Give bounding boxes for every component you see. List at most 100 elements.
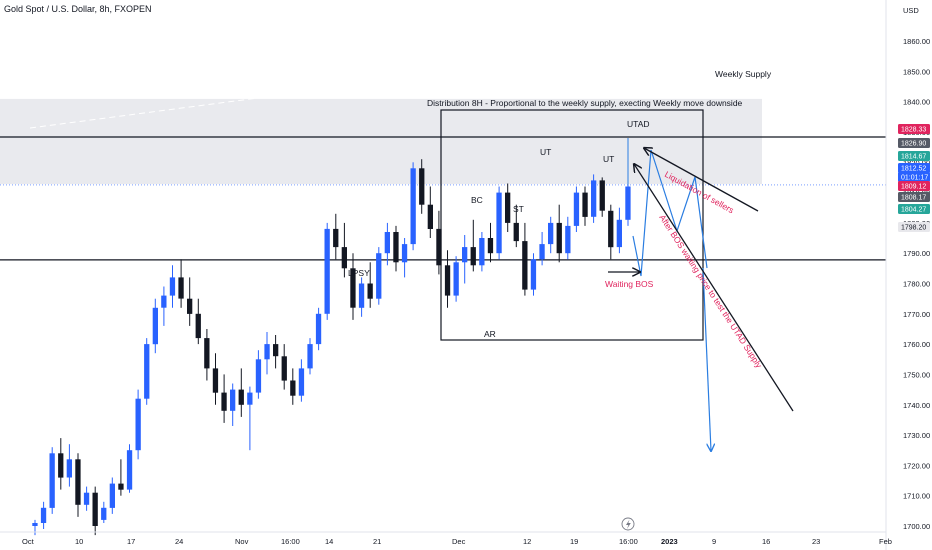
candle: [616, 207, 622, 254]
candle: [384, 222, 390, 266]
candle: [401, 238, 408, 278]
candle-body: [496, 192, 502, 254]
candle: [513, 204, 519, 248]
candle: [290, 368, 296, 405]
candle: [487, 222, 494, 263]
projection-down-arrow: [702, 267, 711, 451]
candle: [178, 259, 184, 308]
price-badge-text: 01:01:17: [901, 175, 928, 182]
candle-body: [264, 344, 270, 360]
price-badge-bg: [898, 172, 930, 182]
time-tick-label: Oct: [22, 537, 35, 546]
price-badge: 1804.27: [898, 204, 930, 214]
candle: [453, 256, 459, 302]
price-badge-text: 1808.17: [901, 195, 926, 202]
time-axis[interactable]: Oct 10 17 24 Nov 16:00 14 21 Dec 12 19 16:00 2023 9 16…: [0, 531, 892, 546]
candle: [367, 262, 373, 308]
price-axis[interactable]: USD 1860.001850.001840.001830.001820.001…: [885, 0, 930, 550]
candle-body: [75, 459, 81, 505]
price-badge-text: 1826.90: [901, 141, 926, 148]
candle-body: [307, 344, 313, 369]
price-badges: 1828.33 1826.90 1814.67 1812.52 01:01:17 1809…: [898, 124, 930, 232]
candle: [135, 389, 141, 460]
candle: [341, 222, 347, 278]
weekly-supply-zone: [0, 98, 762, 185]
time-tick-label: 16: [762, 537, 770, 546]
candle-body: [367, 283, 373, 299]
price-badge: 1808.17: [898, 192, 930, 202]
time-tick-label: 23: [812, 537, 820, 546]
candle: [376, 247, 382, 305]
candle-body: [341, 247, 347, 269]
candle: [436, 210, 442, 275]
distribution-range-box: [440, 109, 704, 341]
candle-body: [625, 186, 631, 220]
price-badge: 1814.67: [898, 151, 930, 161]
candle-body: [83, 492, 90, 505]
candle-body: [591, 180, 597, 217]
price-badge: 1826.90: [898, 138, 930, 148]
candle: [204, 329, 210, 381]
candle-body: [573, 192, 580, 226]
price-badge-text: 1798.20: [901, 225, 926, 232]
candle-body: [40, 507, 47, 523]
price-tick-label: 1820.00: [903, 158, 930, 167]
candle-body: [393, 232, 399, 263]
candle: [264, 332, 270, 375]
price-badge-bg: [898, 124, 930, 134]
candle: [83, 486, 90, 511]
candle-body: [582, 192, 588, 217]
price-tick-label: 1730.00: [903, 431, 930, 440]
price-badge-bg: [898, 181, 930, 191]
candle-body: [599, 180, 605, 211]
price-badge-text: 1814.67: [901, 154, 926, 161]
candle-body: [32, 523, 38, 526]
candle-body: [255, 359, 262, 393]
candle-body: [66, 459, 72, 478]
candle: [324, 222, 330, 320]
candle-body: [126, 450, 133, 490]
waiting-bos-label: Waiting BOS: [605, 279, 654, 289]
candles-group: [32, 159, 631, 536]
candle-body: [556, 222, 562, 254]
candle: [152, 298, 158, 354]
candle: [126, 444, 133, 493]
candle-body: [169, 277, 176, 296]
candle-body: [247, 392, 253, 405]
candle: [358, 277, 365, 317]
candle-body: [479, 238, 485, 266]
candle: [255, 350, 262, 399]
candle: [92, 486, 98, 536]
candle: [75, 453, 81, 517]
candle-body: [419, 168, 425, 205]
candle-body: [565, 225, 571, 254]
after-bos-arrow: [634, 164, 794, 412]
price-badge-text: 1809.12: [901, 184, 926, 191]
time-tick-label: Dec: [452, 537, 466, 546]
candle: [539, 232, 545, 266]
lightning-icon[interactable]: [621, 517, 635, 531]
candle: [247, 386, 253, 451]
candle-body: [444, 265, 451, 296]
time-tick-label: 12: [523, 537, 531, 546]
candle-body: [49, 453, 55, 508]
time-tick-label: 9: [712, 537, 716, 546]
candle-body: [298, 368, 305, 396]
bc-label: BC: [471, 195, 483, 205]
candle-body: [315, 313, 322, 345]
candle-body: [436, 228, 442, 266]
price-tick-label: 1740.00: [903, 401, 930, 410]
candle: [505, 183, 511, 232]
candle-body: [470, 247, 476, 266]
candle: [625, 180, 631, 226]
candle-body: [281, 356, 287, 381]
candle: [350, 253, 356, 320]
price-badge-text: 1828.33: [901, 127, 926, 134]
candle-body: [238, 389, 244, 405]
candle-body: [410, 168, 416, 245]
supply-zone-dashed-line: [29, 82, 373, 129]
ut-label-1: UT: [540, 147, 551, 157]
time-tick-label: 14: [325, 537, 333, 546]
